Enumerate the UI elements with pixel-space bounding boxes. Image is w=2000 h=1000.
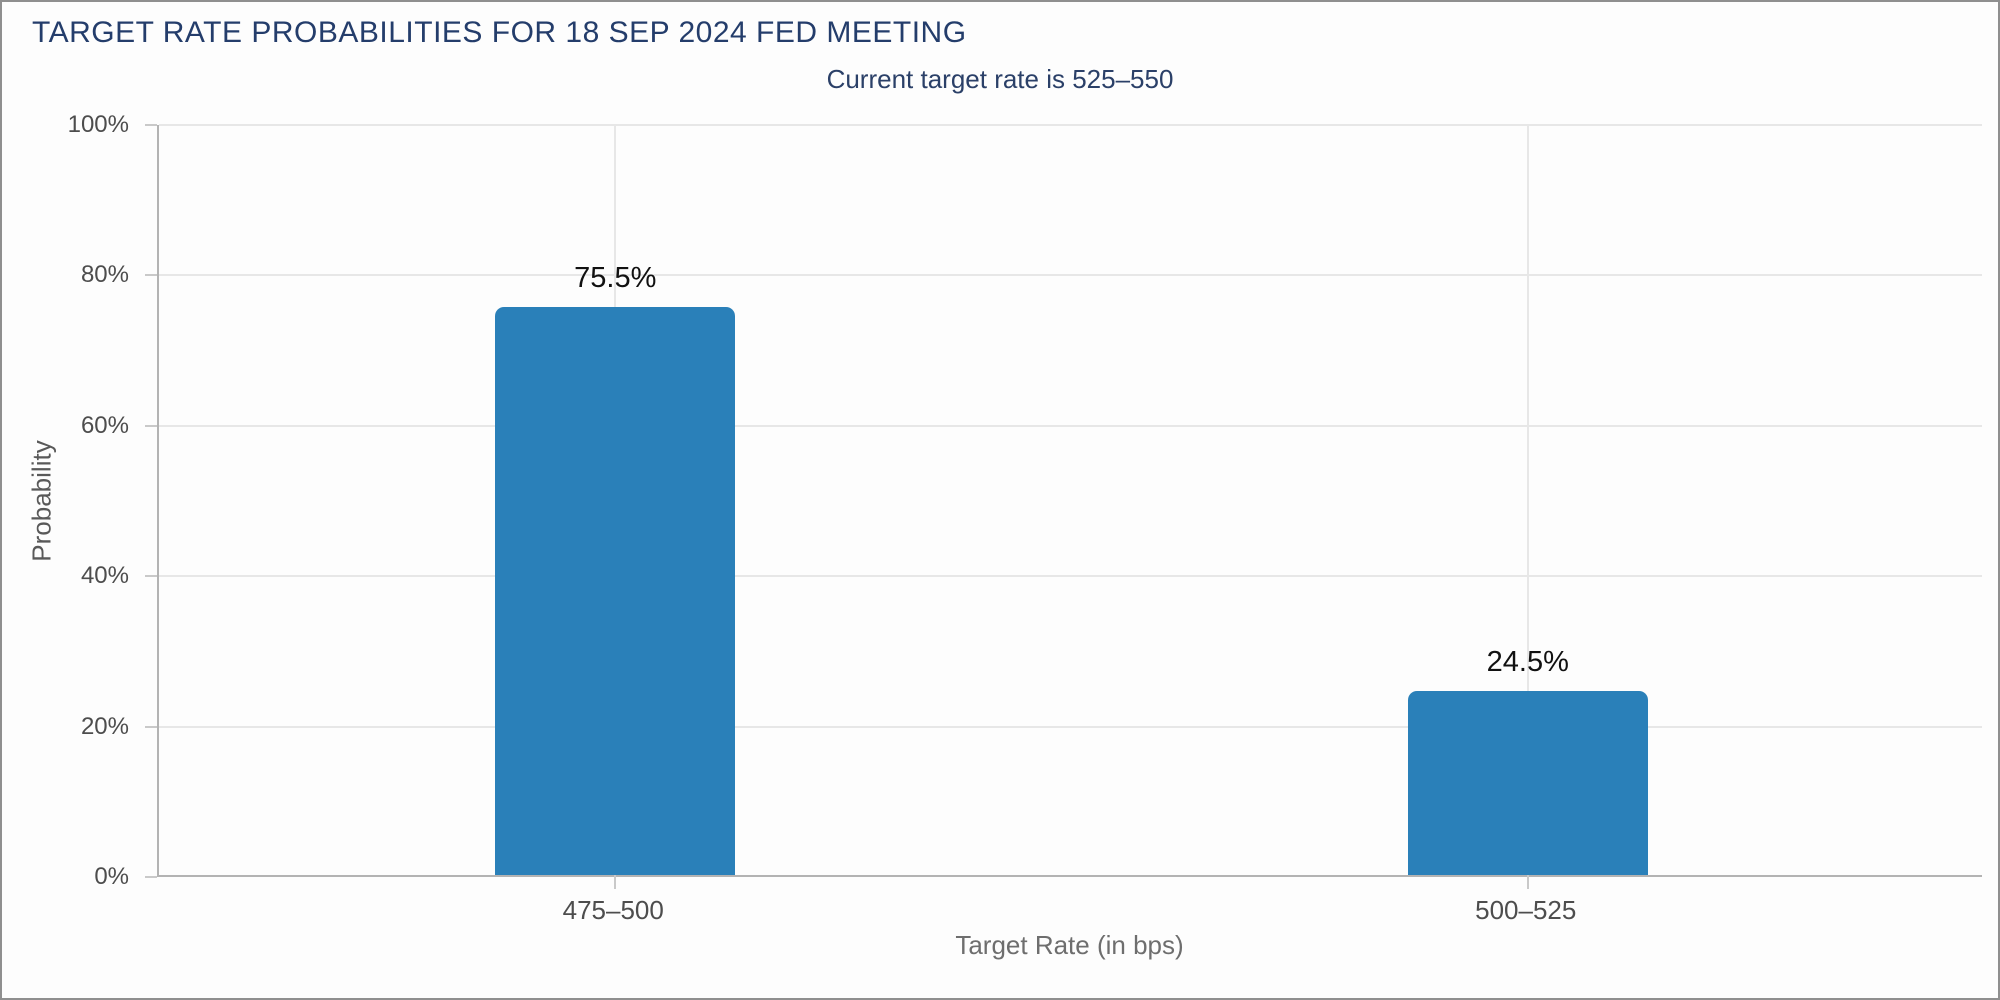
gridline-y-80 [159, 274, 1982, 277]
gridline-y-40 [159, 575, 1982, 578]
x-tick-label-0: 475–500 [562, 895, 664, 925]
x-tick-0 [614, 875, 617, 889]
y-tick-0 [145, 876, 157, 878]
chart-subtitle: Current target rate is 525–550 [826, 64, 1174, 94]
y-tick-40 [145, 575, 157, 578]
bar-475-500 [495, 307, 736, 875]
x-tick-label-1: 500–525 [1475, 895, 1577, 925]
y-tick-80 [145, 274, 157, 277]
y-tick-label-0: 0% [94, 863, 129, 890]
chart-title: TARGET RATE PROBABILITIES FOR 18 SEP 202… [32, 16, 967, 49]
x-tick-1 [1526, 875, 1529, 889]
x-axis-title: Target Rate (in bps) [955, 930, 1184, 960]
gridline-y-100 [159, 124, 1982, 126]
bar-500-525 [1407, 690, 1648, 875]
y-axis-tick-labels: 0% 20% 40% 60% 80% 100% [2, 111, 143, 890]
y-tick-label-20: 20% [80, 712, 129, 740]
gridline-y-60 [159, 424, 1982, 427]
y-tick-60 [145, 424, 157, 427]
bar-value-label-0: 75.5% [574, 262, 657, 295]
gridline-x-1 [1526, 125, 1529, 875]
y-tick-label-100: 100% [67, 111, 129, 138]
y-tick-label-40: 40% [80, 562, 129, 590]
y-tick-label-80: 80% [80, 261, 129, 289]
y-tick-100 [145, 124, 157, 126]
gridline-y-20 [159, 725, 1982, 728]
plot-area: 75.5% 24.5% [145, 124, 1982, 889]
y-tick-label-60: 60% [80, 411, 129, 439]
bar-value-label-1: 24.5% [1486, 645, 1569, 678]
y-tick-20 [145, 725, 157, 728]
